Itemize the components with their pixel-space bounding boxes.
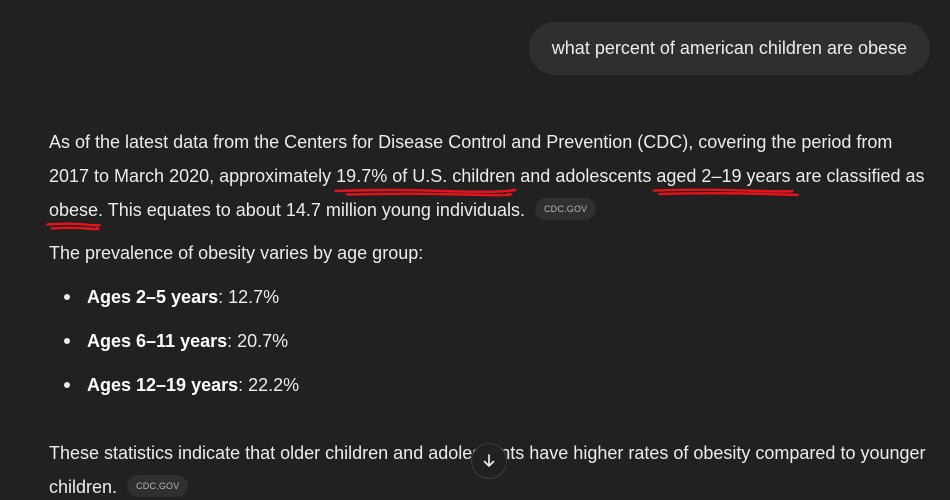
highlight-percent: 19.7% of U.S. children bbox=[334, 159, 517, 197]
bullet-icon bbox=[64, 382, 70, 388]
age-group-list: Ages 2–5 years: 12.7% Ages 6–11 years: 2… bbox=[49, 282, 929, 414]
highlight-age-range: aged 2–19 years bbox=[652, 159, 800, 197]
bullet-icon bbox=[64, 294, 70, 300]
age-group-value: : 20.7% bbox=[227, 331, 289, 351]
answer-paragraph-1: As of the latest data from the Centers f… bbox=[46, 125, 929, 231]
answer-text-1b: and adolescents bbox=[515, 166, 657, 186]
highlight-percent-text: 19.7% of U.S. children bbox=[336, 166, 516, 186]
red-underline-annotation bbox=[334, 188, 517, 197]
answer-paragraph-3: These statistics indicate that older chi… bbox=[49, 436, 929, 500]
highlight-obese-text: obese bbox=[49, 200, 99, 220]
red-underline-annotation bbox=[46, 222, 101, 231]
age-group-label: Ages 12–19 years bbox=[87, 375, 239, 395]
list-item: Ages 12–19 years: 22.2% bbox=[49, 370, 929, 414]
arrow-down-icon bbox=[483, 454, 495, 467]
answer-text-1d: . This equates to about 14.7 million you… bbox=[98, 200, 525, 220]
scroll-to-bottom-button[interactable] bbox=[471, 443, 507, 479]
answer-text-1a: As of the latest data from the Centers f… bbox=[49, 132, 893, 186]
age-group-label: Ages 2–5 years bbox=[87, 287, 219, 307]
red-underline-annotation bbox=[652, 188, 800, 197]
user-message-text: what percent of american children are ob… bbox=[551, 38, 907, 58]
answer-text-1c: are classified as bbox=[790, 166, 925, 186]
list-item: Ages 6–11 years: 20.7% bbox=[49, 326, 929, 370]
age-group-value: : 22.2% bbox=[238, 375, 300, 395]
age-group-label: Ages 6–11 years bbox=[87, 331, 228, 351]
list-item: Ages 2–5 years: 12.7% bbox=[49, 282, 929, 326]
highlight-obese: obese bbox=[46, 193, 101, 231]
source-citation-badge[interactable]: CDC.GOV bbox=[127, 475, 189, 498]
bullet-icon bbox=[64, 338, 70, 344]
highlight-age-range-text: aged 2–19 years bbox=[656, 166, 791, 186]
user-message-bubble: what percent of american children are ob… bbox=[528, 22, 930, 75]
source-citation-badge[interactable]: CDC.GOV bbox=[534, 198, 597, 221]
age-group-value: : 12.7% bbox=[218, 287, 280, 307]
answer-paragraph-2: The prevalence of obesity varies by age … bbox=[49, 243, 424, 263]
